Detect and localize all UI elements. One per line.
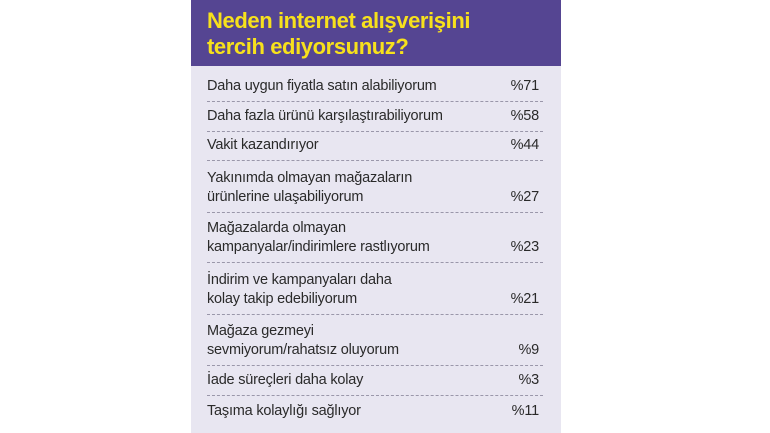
table-row: Yakınımda olmayan mağazaların ürünlerine… (207, 161, 543, 213)
chart-title: Neden internet alışverişini tercih ediyo… (207, 8, 471, 59)
row-label: Daha fazla ürünü karşılaştırabiliyorum (207, 108, 443, 124)
table-row: Mağazalarda olmayan kampanyalar/indiriml… (207, 213, 543, 263)
row-value: %71 (510, 78, 540, 94)
row-label: Yakınımda olmayan mağazaların ürünlerine… (207, 170, 413, 205)
row-label: Daha uygun fiyatla satın alabiliyorum (207, 78, 437, 94)
row-value: %58 (510, 108, 540, 124)
table-row: Vakit kazandırıyor %44 (207, 132, 543, 161)
row-value: %3 (518, 372, 539, 388)
row-label: İade süreçleri daha kolay (207, 372, 364, 388)
table-row: Mağaza gezmeyi sevmiyorum/rahatsız oluyo… (207, 315, 543, 366)
row-value: %11 (511, 403, 540, 419)
row-label: Taşıma kolaylığı sağlıyor (207, 403, 361, 419)
row-label: Mağaza gezmeyi sevmiyorum/rahatsız oluyo… (207, 323, 399, 358)
row-value: %23 (510, 239, 540, 255)
table-row: İade süreçleri daha kolay %3 (207, 366, 543, 396)
table-row: Taşıma kolaylığı sağlıyor %11 (207, 396, 543, 426)
row-value: %44 (510, 137, 540, 153)
row-value: %27 (510, 189, 540, 205)
table-row: İndirim ve kampanyaları daha kolay takip… (207, 263, 543, 315)
survey-card: Neden internet alışverişini tercih ediyo… (191, 0, 561, 433)
row-value: %21 (510, 291, 540, 307)
table-row: Daha fazla ürünü karşılaştırabiliyorum %5… (207, 102, 543, 132)
row-label: Mağazalarda olmayan kampanyalar/indiriml… (207, 220, 430, 255)
title-banner: Neden internet alışverişini tercih ediyo… (191, 0, 561, 66)
row-label: İndirim ve kampanyaları daha kolay takip… (207, 272, 392, 307)
table-row: Daha uygun fiyatla satın alabiliyorum %71 (207, 72, 543, 102)
row-value: %9 (518, 342, 539, 358)
row-label: Vakit kazandırıyor (207, 137, 319, 153)
